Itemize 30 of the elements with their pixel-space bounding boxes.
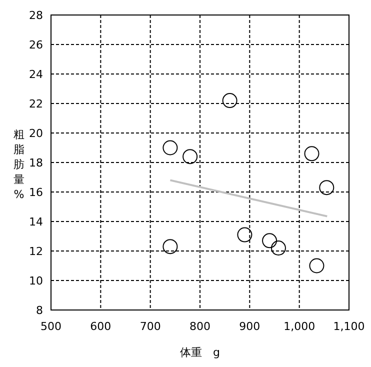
y-tick-label: 10	[29, 274, 43, 288]
y-tick-label: 12	[29, 245, 43, 258]
y-axis-title: 粗脂肪量%	[14, 128, 24, 201]
x-tick-label: 800	[190, 320, 210, 333]
point	[270, 240, 286, 256]
y-tick-label: 8	[36, 304, 43, 317]
y-tick-label: 24	[29, 68, 43, 81]
x-tick-label: 500	[40, 320, 62, 333]
point	[304, 146, 320, 162]
point	[309, 258, 324, 274]
point	[182, 149, 198, 164]
x-tick-label: 600	[90, 320, 112, 333]
x-tick-label: 1,000	[284, 320, 316, 333]
y-tick-label: 14	[29, 216, 43, 228]
y-tick-label: 18	[29, 156, 43, 170]
point	[162, 239, 178, 254]
point	[162, 140, 178, 156]
x-axis-title: 体重 g	[180, 346, 220, 359]
x-tick-label: 1,100	[333, 320, 365, 333]
y-tick-label: 20	[29, 127, 43, 140]
x-tick-label: 900	[239, 320, 260, 333]
y-tick-label: 26	[29, 38, 43, 52]
y-tick-label: 28	[29, 9, 43, 22]
point	[237, 227, 252, 242]
point	[319, 180, 334, 196]
y-tick-label: 22	[29, 98, 43, 110]
x-tick-label: 700	[140, 320, 161, 333]
y-tick-label: 16	[29, 186, 43, 199]
point	[222, 93, 238, 108]
point	[262, 233, 278, 248]
